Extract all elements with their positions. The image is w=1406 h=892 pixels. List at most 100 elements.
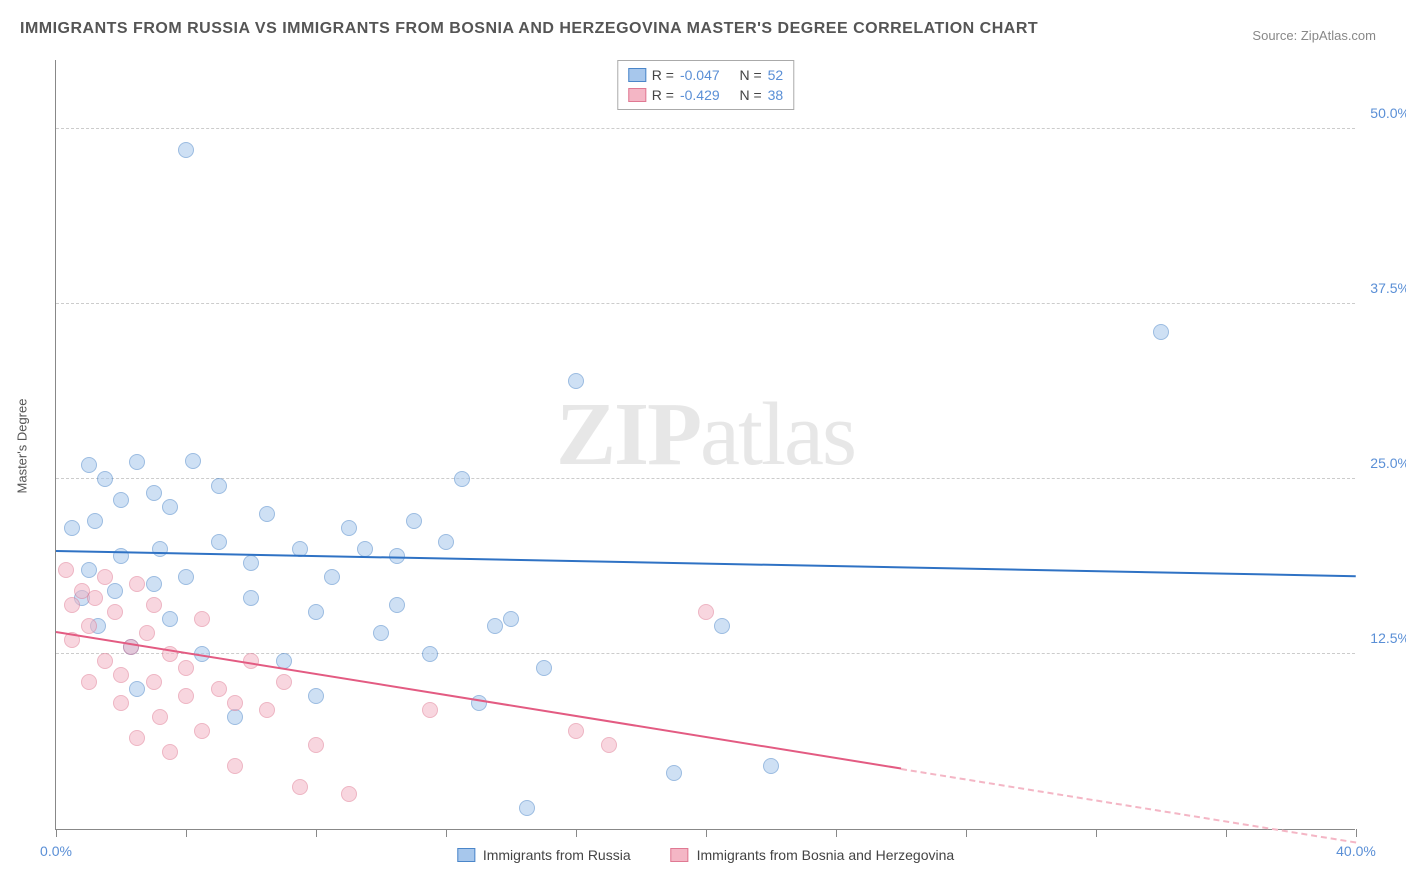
scatter-point: [211, 534, 227, 550]
trend-line: [901, 768, 1356, 843]
swatch-bosnia: [671, 848, 689, 862]
scatter-point: [107, 583, 123, 599]
scatter-point: [107, 604, 123, 620]
n-value-russia: 52: [768, 67, 784, 83]
scatter-point: [139, 625, 155, 641]
legend-stats-box: R = -0.047 N = 52 R = -0.429 N = 38: [617, 60, 794, 110]
source-name: ZipAtlas.com: [1301, 28, 1376, 43]
scatter-point: [227, 695, 243, 711]
legend-series-box: Immigrants from Russia Immigrants from B…: [457, 847, 954, 863]
scatter-point: [666, 765, 682, 781]
ytick-label: 25.0%: [1370, 455, 1406, 471]
r-value-bosnia: -0.429: [680, 87, 720, 103]
scatter-point: [81, 457, 97, 473]
n-value-bosnia: 38: [768, 87, 784, 103]
scatter-point: [308, 688, 324, 704]
scatter-point: [714, 618, 730, 634]
scatter-point: [97, 569, 113, 585]
scatter-point: [568, 723, 584, 739]
xtick: [576, 829, 577, 837]
scatter-point: [152, 709, 168, 725]
scatter-point: [324, 569, 340, 585]
scatter-point: [243, 590, 259, 606]
xtick: [1356, 829, 1357, 837]
scatter-point: [357, 541, 373, 557]
scatter-point: [341, 520, 357, 536]
chart-title: IMMIGRANTS FROM RUSSIA VS IMMIGRANTS FRO…: [20, 20, 1038, 38]
n-label: N =: [739, 87, 761, 103]
series-name-russia: Immigrants from Russia: [483, 847, 631, 863]
scatter-point: [178, 688, 194, 704]
watermark-atlas: atlas: [700, 385, 855, 484]
scatter-point: [211, 681, 227, 697]
scatter-point: [243, 555, 259, 571]
scatter-point: [178, 142, 194, 158]
scatter-point: [129, 454, 145, 470]
scatter-point: [227, 709, 243, 725]
scatter-point: [146, 576, 162, 592]
scatter-point: [454, 471, 470, 487]
scatter-point: [211, 478, 227, 494]
scatter-point: [113, 695, 129, 711]
r-label: R =: [652, 87, 674, 103]
swatch-bosnia: [628, 88, 646, 102]
scatter-point: [152, 541, 168, 557]
legend-row-russia: R = -0.047 N = 52: [628, 65, 783, 85]
scatter-point: [194, 723, 210, 739]
legend-item-russia: Immigrants from Russia: [457, 847, 631, 863]
scatter-point: [487, 618, 503, 634]
scatter-point: [292, 779, 308, 795]
scatter-point: [146, 597, 162, 613]
scatter-point: [194, 611, 210, 627]
swatch-russia: [628, 68, 646, 82]
scatter-point: [113, 667, 129, 683]
scatter-point: [568, 373, 584, 389]
scatter-point: [422, 702, 438, 718]
scatter-point: [81, 618, 97, 634]
r-value-russia: -0.047: [680, 67, 720, 83]
scatter-point: [129, 730, 145, 746]
scatter-point: [146, 485, 162, 501]
xtick-label: 0.0%: [40, 843, 72, 859]
scatter-point: [178, 569, 194, 585]
series-name-bosnia: Immigrants from Bosnia and Herzegovina: [697, 847, 955, 863]
scatter-point: [503, 611, 519, 627]
ytick-label: 50.0%: [1370, 105, 1406, 121]
scatter-point: [276, 674, 292, 690]
scatter-point: [162, 611, 178, 627]
scatter-point: [389, 597, 405, 613]
scatter-point: [113, 492, 129, 508]
scatter-point: [129, 576, 145, 592]
chart-plot-area: ZIPatlas R = -0.047 N = 52 R = -0.429 N …: [55, 60, 1355, 830]
scatter-point: [1153, 324, 1169, 340]
xtick: [186, 829, 187, 837]
scatter-point: [438, 534, 454, 550]
scatter-point: [308, 737, 324, 753]
swatch-russia: [457, 848, 475, 862]
y-axis-label: Master's Degree: [15, 399, 30, 494]
scatter-point: [81, 674, 97, 690]
scatter-point: [406, 513, 422, 529]
scatter-point: [341, 786, 357, 802]
scatter-point: [422, 646, 438, 662]
scatter-point: [227, 758, 243, 774]
scatter-point: [97, 653, 113, 669]
ytick-label: 37.5%: [1370, 280, 1406, 296]
xtick: [1096, 829, 1097, 837]
scatter-point: [162, 744, 178, 760]
scatter-point: [87, 513, 103, 529]
xtick: [316, 829, 317, 837]
scatter-point: [97, 471, 113, 487]
source-attribution: Source: ZipAtlas.com: [1252, 28, 1376, 43]
xtick-label: 40.0%: [1336, 843, 1376, 859]
scatter-point: [308, 604, 324, 620]
xtick: [446, 829, 447, 837]
gridline: [56, 128, 1355, 129]
gridline: [56, 478, 1355, 479]
xtick: [56, 829, 57, 837]
xtick: [1226, 829, 1227, 837]
scatter-point: [146, 674, 162, 690]
scatter-point: [259, 506, 275, 522]
scatter-point: [58, 562, 74, 578]
scatter-point: [601, 737, 617, 753]
